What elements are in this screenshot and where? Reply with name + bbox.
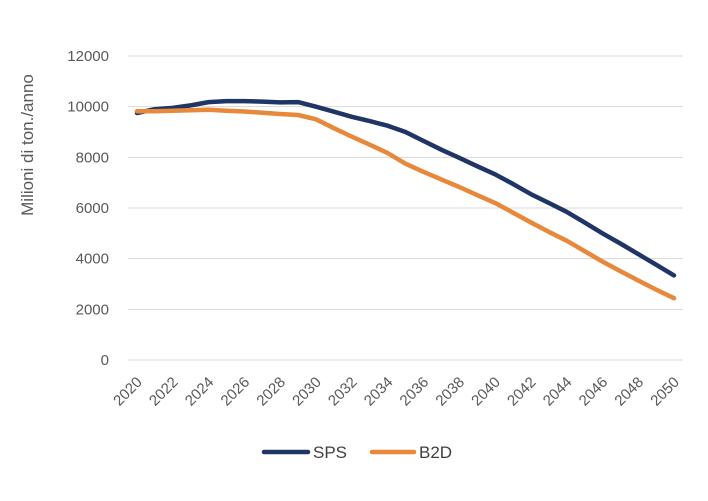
x-tick-label: 2030 [289,374,325,410]
series-line-b2d [134,107,677,301]
x-tick-label: 2020 [110,374,146,410]
y-axis-title: Milioni di ton./anno [18,74,37,216]
x-tick-label: 2048 [611,374,647,410]
y-tick-label: 0 [101,352,109,369]
legend-label-b2d: B2D [419,443,452,462]
x-tick-label: 2038 [432,374,468,410]
x-tick-label: 2050 [647,374,683,410]
series-line-sps [134,98,677,278]
y-tick-label: 4000 [76,251,109,268]
x-tick-label: 2040 [468,374,504,410]
x-tick-label: 2036 [397,374,433,410]
x-axis-ticks: 2020 2022 2024 2026 2028 2030 2032 2034 2036 2038… [110,374,683,410]
gridlines [128,55,683,361]
x-tick-label: 2022 [146,374,182,410]
x-tick-label: 2028 [253,374,289,410]
x-tick-label: 2034 [361,374,397,410]
legend: SPS B2D [261,443,452,462]
x-tick-label: 2042 [504,374,540,410]
x-tick-label: 2032 [325,374,361,410]
y-tick-label: 6000 [76,200,109,217]
legend-label-sps: SPS [313,443,347,462]
y-tick-label: 2000 [76,301,109,318]
x-tick-label: 2044 [540,374,576,410]
series-lines [134,98,677,301]
x-tick-label: 2046 [576,374,612,410]
y-tick-label: 12000 [67,48,109,65]
x-tick-label: 2024 [182,374,218,410]
y-tick-label: 10000 [67,99,109,116]
x-tick-label: 2026 [218,374,254,410]
y-axis-ticks: 0 2000 4000 6000 8000 10000 12000 [67,48,109,369]
y-tick-label: 8000 [76,149,109,166]
